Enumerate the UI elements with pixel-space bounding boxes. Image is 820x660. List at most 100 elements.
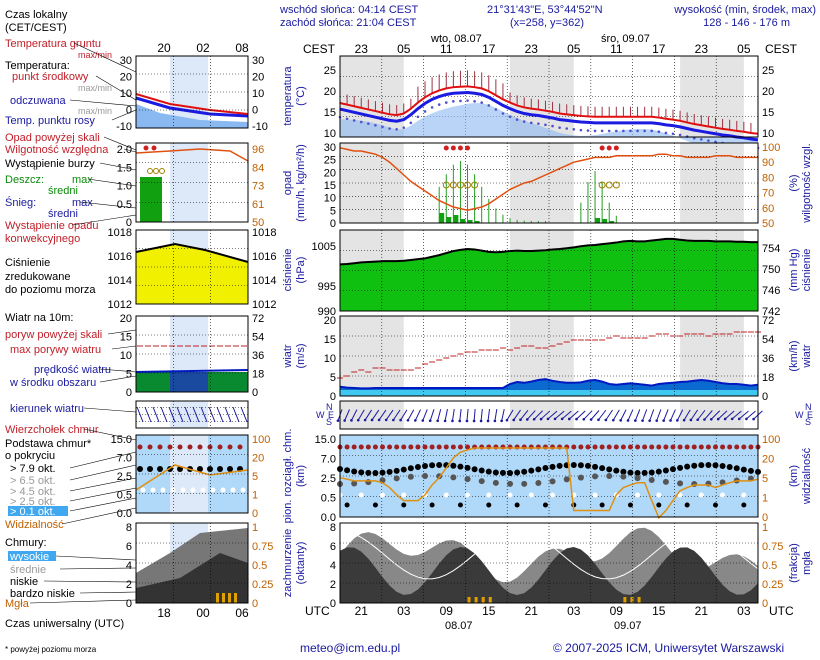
dew-point-dot: [388, 127, 391, 130]
cloud-axis-unit: (km): [295, 465, 307, 487]
cloud-top-dot: [656, 444, 662, 450]
cloud-base-dot-65: [549, 478, 556, 485]
legend-fog-tick: 0: [252, 598, 258, 610]
cloud-top-dot: [627, 444, 633, 450]
storm-marker: [442, 181, 450, 189]
legend-press-frame: [135, 229, 249, 305]
legend-cloud-top-dot: [147, 444, 153, 450]
precip-tick: 15: [324, 180, 336, 192]
storm-marker: [612, 181, 620, 189]
cloud-base-dot-65: [407, 473, 414, 480]
cloud-base-dot: [592, 463, 599, 470]
local-tick: 11: [440, 42, 453, 56]
cloud-base-dot-65: [464, 476, 471, 483]
fog-bar: [623, 597, 627, 603]
legend-leader-line: [59, 567, 137, 570]
legend-fog-tick: 0.75: [252, 541, 273, 553]
wind-arrow: [598, 409, 607, 421]
vis-tick: 20: [762, 454, 774, 466]
legend-local-tick: 02: [196, 41, 210, 55]
cloud-base-dot: [436, 462, 443, 469]
precip-above-marker: [450, 145, 456, 151]
dew-point-dot: [515, 118, 519, 121]
legend-wind-tick: 15: [120, 332, 132, 344]
cloud-low-dot: [344, 502, 350, 508]
legend-fog-bar: [216, 593, 219, 603]
legend-text-8: max/min: [78, 106, 112, 116]
press-axis-unit: (hPa): [295, 257, 307, 284]
legend-text-30: Wierzchołek chmur: [5, 424, 99, 436]
dew-point-dot: [444, 101, 448, 104]
utc-tick: 03: [737, 604, 751, 618]
legend-rain-bar: [140, 177, 162, 222]
cloud-base-dot: [457, 463, 464, 470]
wind-arrow: [663, 409, 669, 421]
cloud-top-dot: [351, 444, 357, 450]
legend-press-tick-right: 1012: [252, 299, 276, 311]
legend-cov-tick: 4: [126, 560, 132, 572]
cloud-base-dot: [584, 462, 591, 469]
legend-precip-night: [170, 143, 208, 222]
legend-cloud-top-dot: [207, 444, 213, 450]
legend-leader-line: [43, 580, 137, 583]
legend-cloud-top-dot: [157, 444, 163, 450]
legend-kmh-tick: 0: [252, 387, 258, 399]
legend-leader-line: [69, 477, 137, 492]
sunset-text: zachód słońca: 21:04 CEST: [280, 17, 417, 29]
cloud-base-dot: [422, 462, 429, 469]
wind-arrow-head: [392, 418, 395, 422]
cloud-low-dot: [486, 502, 492, 508]
cloud-base-dot: [634, 469, 641, 476]
dew-point-dot: [700, 138, 703, 141]
cloud-base-dot: [606, 466, 613, 473]
wind-arrow: [437, 409, 442, 421]
legend-cloud-top-dot: [137, 444, 143, 450]
cloud-base-dot-01: [720, 492, 726, 498]
utc-legend-text: Czas uniwersalny (UTC): [5, 618, 124, 630]
local-tick: 11: [610, 42, 623, 56]
cloud-base-dot-01: [443, 492, 449, 498]
rain-bar: [460, 219, 466, 223]
legend-cloud-low-dot: [230, 487, 236, 493]
legend-leader-line: [79, 201, 137, 209]
legend-vis-tick: 5: [252, 471, 258, 483]
kmh-tick: 0: [762, 391, 768, 403]
cloud-base-dot-01: [550, 492, 556, 498]
footer-note: * powyżej poziomu morza: [5, 645, 97, 654]
mmhg-tick: 742: [762, 306, 780, 318]
dew-point-dot: [643, 129, 646, 133]
cov-tick: 2: [330, 579, 336, 591]
wind-arrow-head: [519, 418, 522, 422]
local-tick: 23: [355, 42, 369, 56]
cloud-low-dot: [627, 502, 633, 508]
dew-point-dot: [593, 129, 597, 133]
wind-arrow: [568, 410, 579, 420]
dew-point-dot: [529, 121, 533, 125]
legend-cov-tick: 6: [126, 541, 132, 553]
dew-point-dot: [367, 122, 370, 125]
legend-press-tick: 1018: [108, 227, 132, 239]
cloud-low-dot: [457, 502, 463, 508]
wind-tick: 10: [324, 353, 336, 365]
wind-arrow: [466, 408, 469, 422]
legend-cloud-base-dot: [217, 466, 223, 472]
compass-w-right: W: [795, 410, 804, 420]
legend-text-27: prędkość wiatru: [34, 364, 111, 376]
wind-panel-frame: [339, 315, 759, 397]
legend-leader-line: [103, 136, 137, 151]
wind-arrow: [422, 409, 428, 421]
temp-tick-left: 25: [324, 65, 336, 77]
cloud-top-dot: [465, 444, 471, 450]
dew-point-dot: [381, 125, 384, 129]
cloud-base-dot: [365, 469, 372, 476]
press-tick: 990: [318, 306, 336, 318]
compass-s: S: [326, 417, 332, 427]
wind-arrow: [724, 410, 735, 420]
legend-temp-line: [135, 93, 249, 115]
dew-point-dot: [650, 129, 654, 133]
cloud-base-dot-65: [393, 475, 400, 482]
wind-arrow: [670, 409, 676, 421]
dew-point-dot: [678, 133, 682, 137]
wind-arrow-head: [512, 418, 516, 422]
wind-arrow-head: [619, 419, 622, 422]
